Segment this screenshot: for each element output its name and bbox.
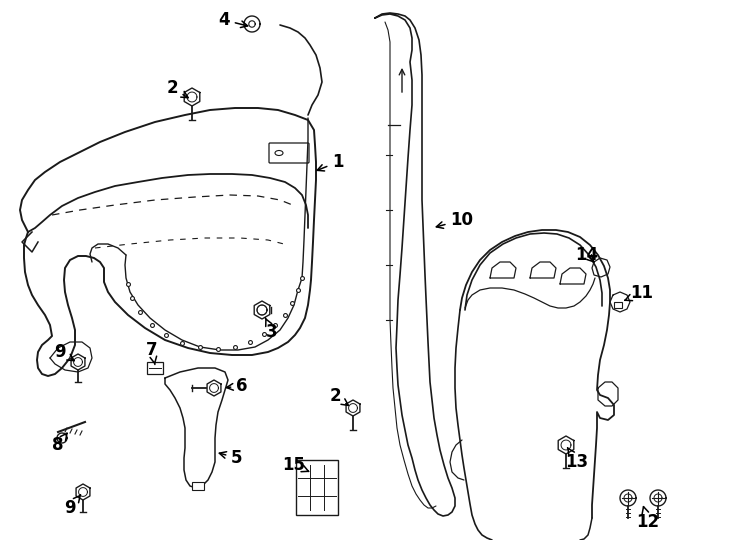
Polygon shape (244, 16, 260, 32)
Text: 10: 10 (436, 211, 473, 229)
Polygon shape (620, 490, 636, 506)
Text: 1: 1 (317, 153, 344, 171)
FancyBboxPatch shape (269, 143, 309, 163)
Text: 12: 12 (636, 507, 660, 531)
Polygon shape (71, 354, 85, 370)
Bar (296, 460, 338, 515)
Text: 14: 14 (575, 246, 598, 264)
Text: 11: 11 (625, 284, 653, 302)
Polygon shape (76, 484, 90, 500)
Text: 2: 2 (329, 387, 349, 406)
Bar (192, 482, 204, 490)
Polygon shape (558, 436, 574, 454)
Text: 4: 4 (218, 11, 247, 29)
Polygon shape (346, 400, 360, 416)
Polygon shape (207, 380, 221, 396)
Text: 6: 6 (227, 377, 248, 395)
Text: 7: 7 (146, 341, 158, 364)
Polygon shape (184, 88, 200, 106)
Polygon shape (650, 490, 666, 506)
Bar (147, 362, 163, 374)
Text: 2: 2 (166, 79, 188, 98)
Text: 5: 5 (219, 449, 243, 467)
Text: 13: 13 (565, 448, 589, 471)
Bar (614, 302, 622, 308)
Text: 9: 9 (64, 495, 81, 517)
Text: 8: 8 (52, 433, 67, 454)
Ellipse shape (275, 151, 283, 156)
Text: 3: 3 (265, 318, 277, 341)
Text: 9: 9 (54, 343, 74, 361)
Text: 15: 15 (283, 456, 309, 474)
Polygon shape (254, 301, 270, 319)
